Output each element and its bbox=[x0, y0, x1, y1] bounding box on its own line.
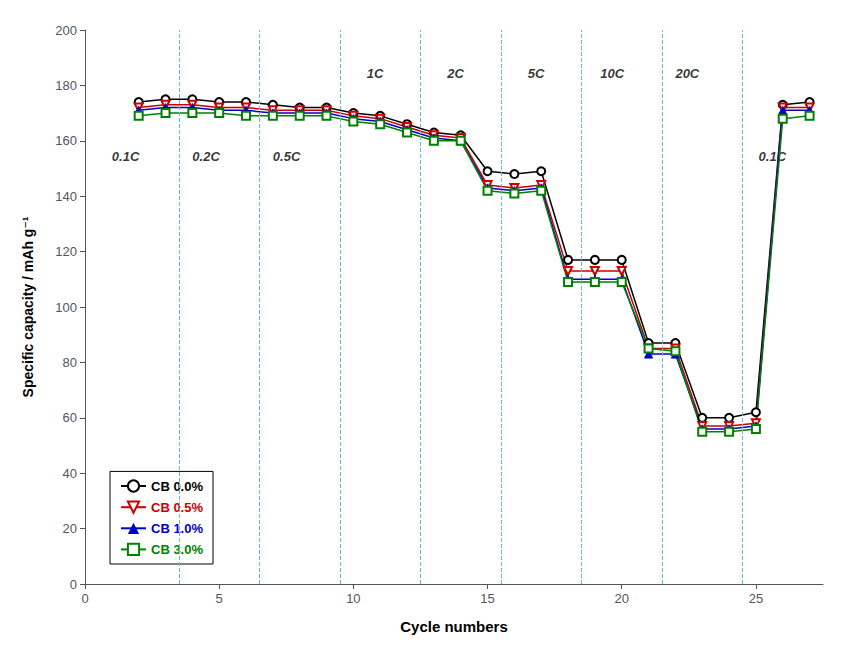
svg-text:10: 10 bbox=[346, 591, 360, 606]
svg-text:0: 0 bbox=[81, 591, 88, 606]
svg-text:140: 140 bbox=[55, 189, 77, 204]
svg-text:0: 0 bbox=[70, 577, 77, 592]
svg-text:120: 120 bbox=[55, 244, 77, 259]
svg-text:40: 40 bbox=[63, 466, 77, 481]
svg-text:0.5C: 0.5C bbox=[273, 149, 301, 164]
svg-text:CB 1.0%: CB 1.0% bbox=[151, 521, 203, 536]
svg-text:80: 80 bbox=[63, 355, 77, 370]
svg-text:20C: 20C bbox=[674, 66, 699, 81]
svg-text:2C: 2C bbox=[446, 66, 464, 81]
svg-text:CB 0.5%: CB 0.5% bbox=[151, 500, 203, 515]
svg-text:20: 20 bbox=[614, 591, 628, 606]
svg-text:25: 25 bbox=[749, 591, 763, 606]
svg-text:5: 5 bbox=[216, 591, 223, 606]
svg-text:15: 15 bbox=[480, 591, 494, 606]
svg-text:0.1C: 0.1C bbox=[759, 149, 787, 164]
svg-text:0.2C: 0.2C bbox=[192, 149, 220, 164]
svg-text:60: 60 bbox=[63, 410, 77, 425]
svg-text:CB 0.0%: CB 0.0% bbox=[151, 479, 203, 494]
svg-text:1C: 1C bbox=[367, 66, 384, 81]
svg-text:10C: 10C bbox=[600, 66, 624, 81]
svg-text:Cycle numbers: Cycle numbers bbox=[400, 618, 508, 635]
svg-text:5C: 5C bbox=[528, 66, 545, 81]
svg-text:20: 20 bbox=[63, 521, 77, 536]
svg-text:CB 3.0%: CB 3.0% bbox=[151, 542, 203, 557]
svg-text:Specific capacity / mAh g⁻¹: Specific capacity / mAh g⁻¹ bbox=[20, 216, 36, 397]
svg-text:160: 160 bbox=[55, 133, 77, 148]
svg-text:100: 100 bbox=[55, 300, 77, 315]
svg-text:200: 200 bbox=[55, 23, 77, 38]
svg-text:180: 180 bbox=[55, 78, 77, 93]
svg-text:0.1C: 0.1C bbox=[112, 149, 140, 164]
